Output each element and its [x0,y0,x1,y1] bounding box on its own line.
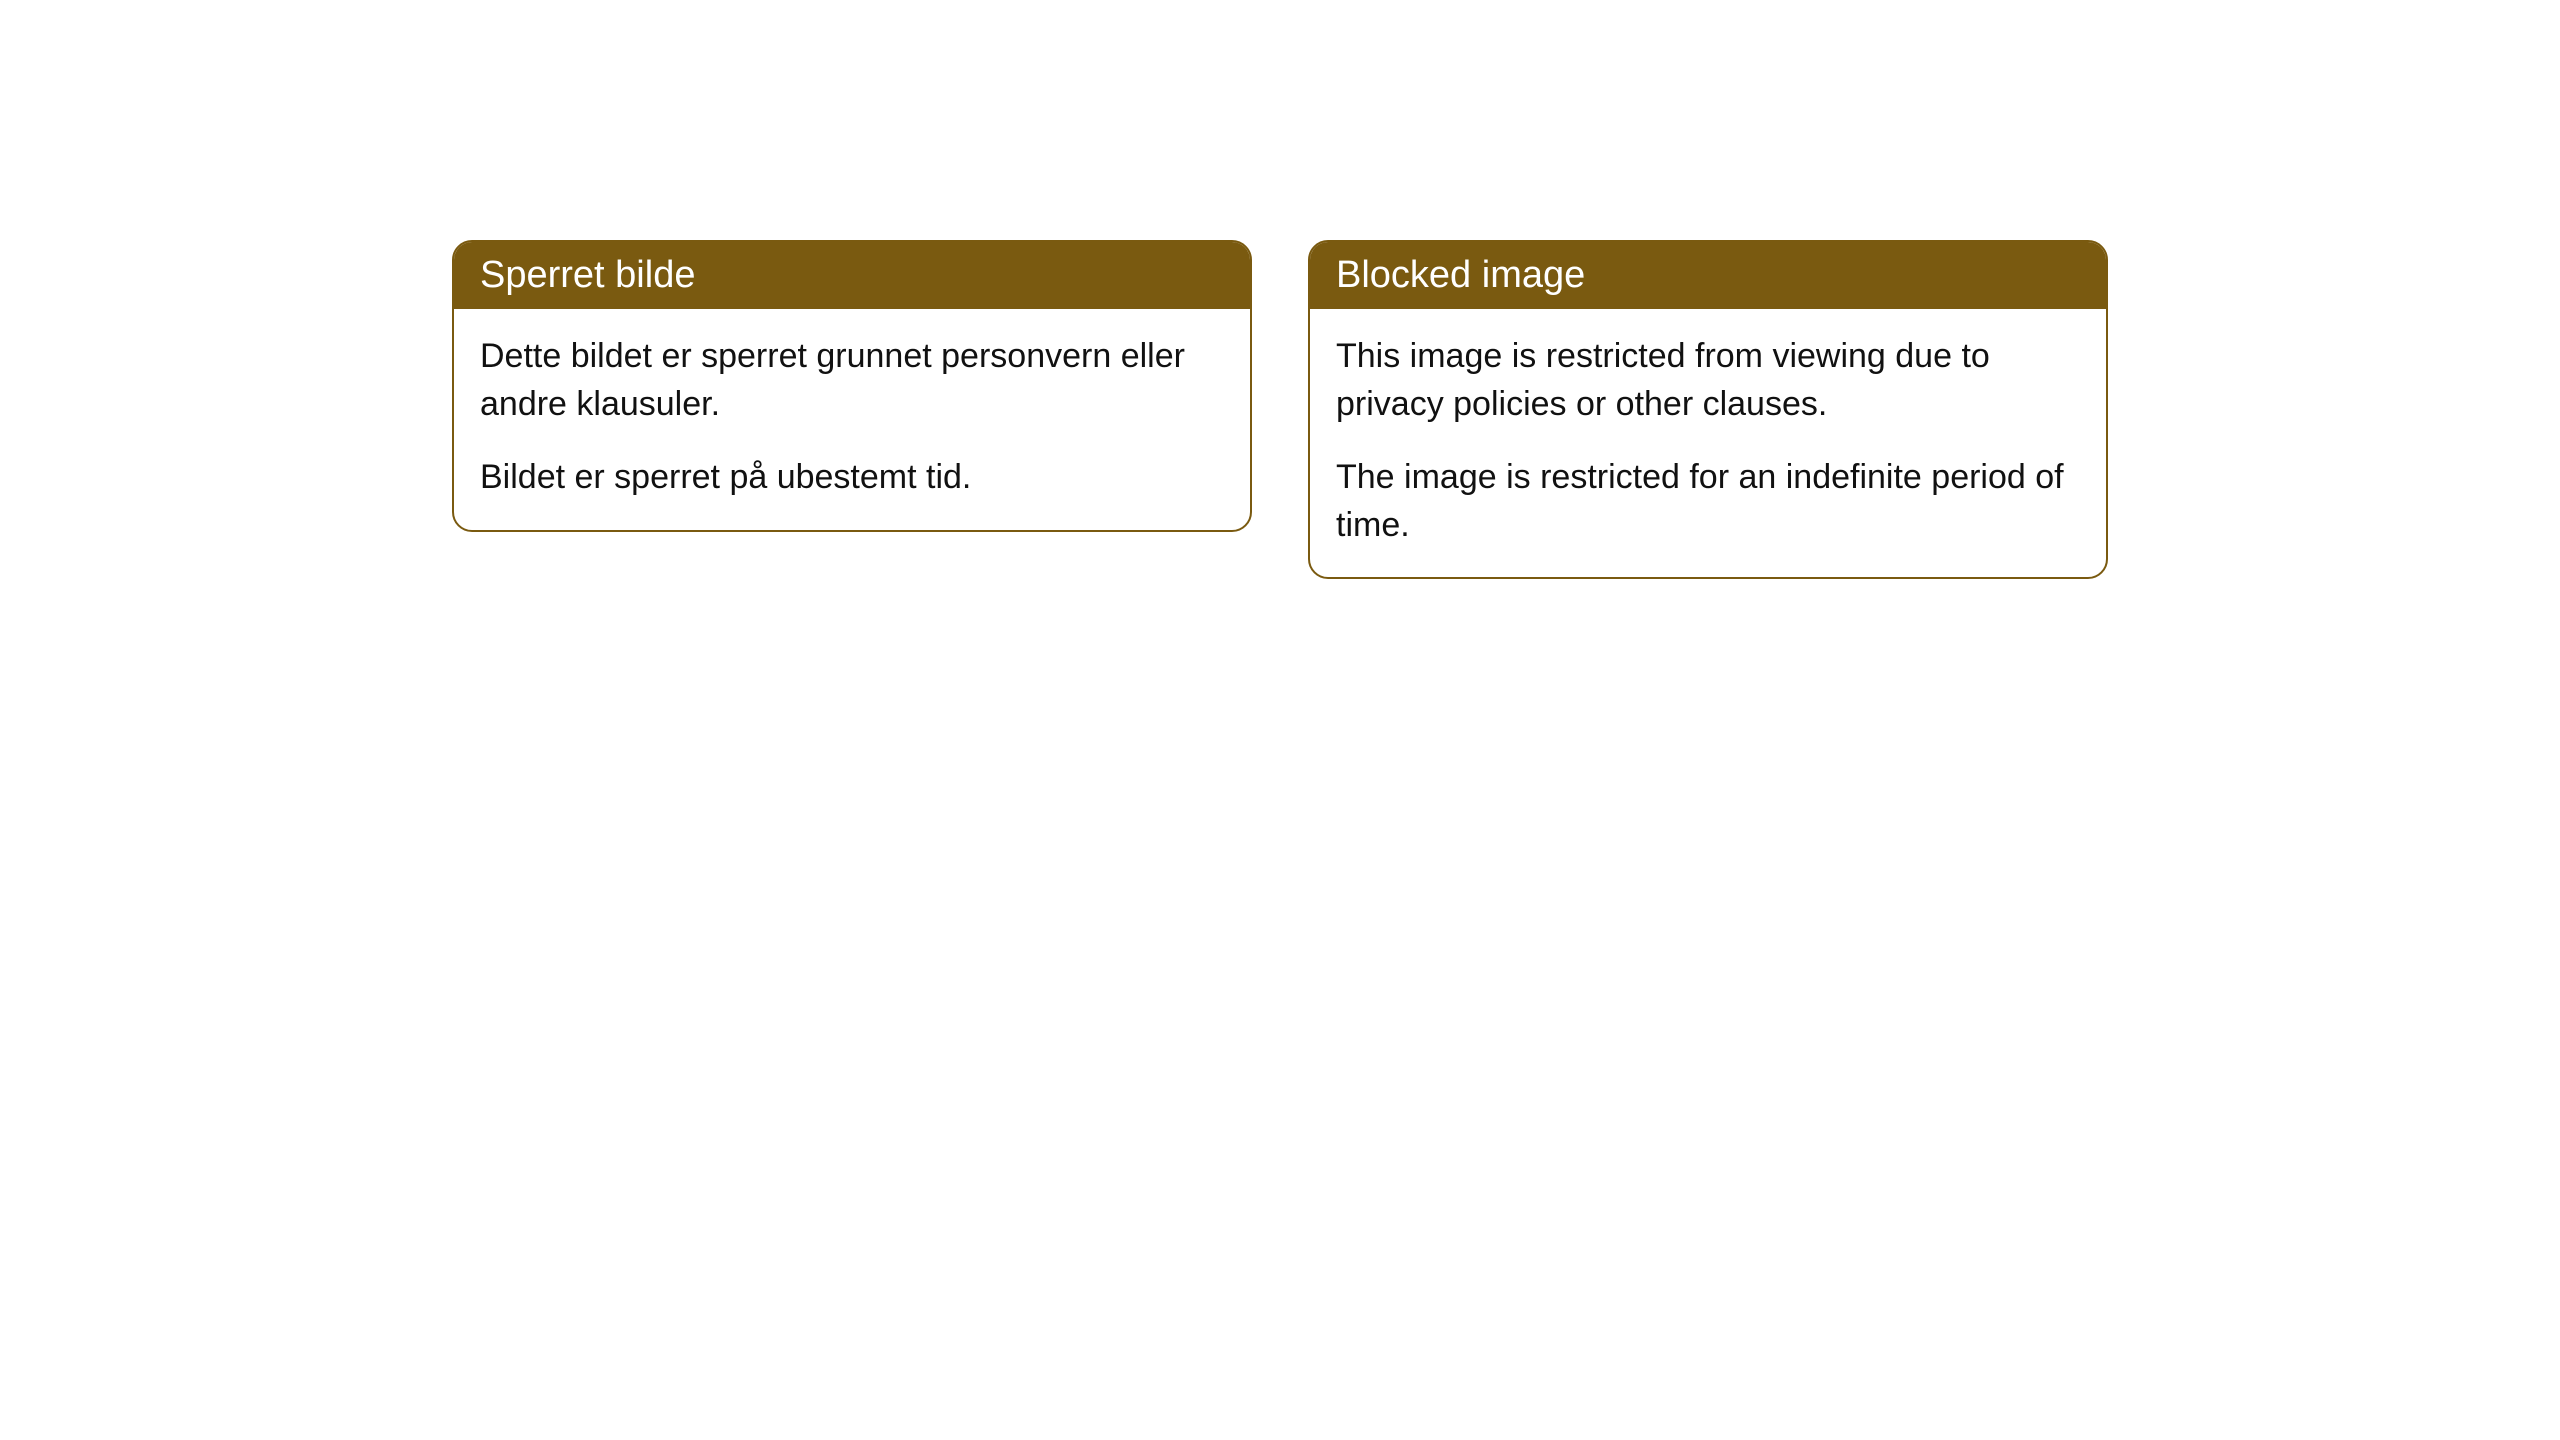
card-header: Sperret bilde [454,242,1250,309]
card-body: Dette bildet er sperret grunnet personve… [454,309,1250,530]
card-paragraph: Bildet er sperret på ubestemt tid. [480,454,1224,502]
card-paragraph: The image is restricted for an indefinit… [1336,454,2080,549]
blocked-image-card-norwegian: Sperret bilde Dette bildet er sperret gr… [452,240,1252,532]
card-paragraph: This image is restricted from viewing du… [1336,333,2080,428]
card-title: Blocked image [1336,254,1585,296]
card-title: Sperret bilde [480,254,695,296]
card-paragraph: Dette bildet er sperret grunnet personve… [480,333,1224,428]
card-body: This image is restricted from viewing du… [1310,309,2106,577]
blocked-image-card-english: Blocked image This image is restricted f… [1308,240,2108,579]
card-header: Blocked image [1310,242,2106,309]
